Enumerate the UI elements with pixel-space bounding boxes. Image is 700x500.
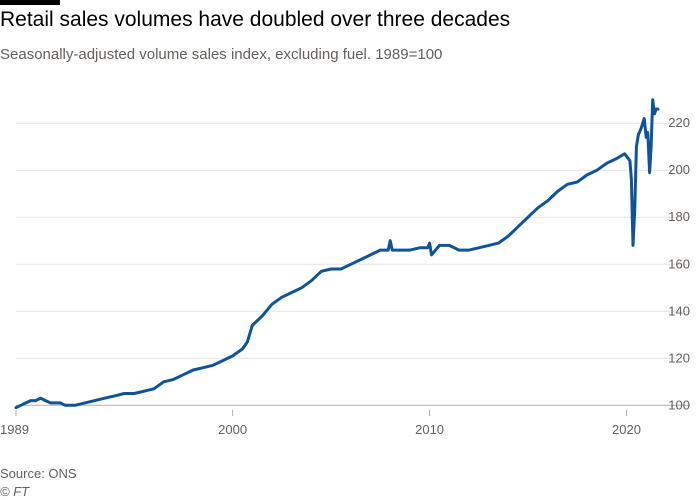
y-tick-label: 120 [668, 350, 690, 365]
chart-subtitle: Seasonally-adjusted volume sales index, … [0, 46, 443, 63]
y-tick-label: 140 [668, 303, 690, 318]
ft-brand-bar [0, 0, 60, 5]
source-note: Source: ONS [0, 466, 77, 481]
y-tick-label: 100 [668, 397, 690, 412]
series-layer [14, 98, 660, 410]
tick-labels: 100 120 140 160 180 200 220 1989 2000 2010 2020 [0, 115, 690, 437]
y-tick-label: 200 [668, 162, 690, 177]
gridlines [15, 122, 690, 416]
y-tick-label: 160 [668, 256, 690, 271]
series-line [14, 98, 660, 410]
y-tick-label: 220 [668, 115, 690, 130]
x-tick-label: 2000 [218, 422, 247, 437]
x-tick-label: 2010 [415, 422, 444, 437]
chart-title: Retail sales volumes have doubled over t… [0, 8, 511, 31]
y-tick-label: 180 [668, 209, 690, 224]
x-tick-label: 2020 [612, 422, 641, 437]
x-tick-label: 1989 [0, 422, 29, 437]
ft-credit: © FT [0, 484, 30, 499]
